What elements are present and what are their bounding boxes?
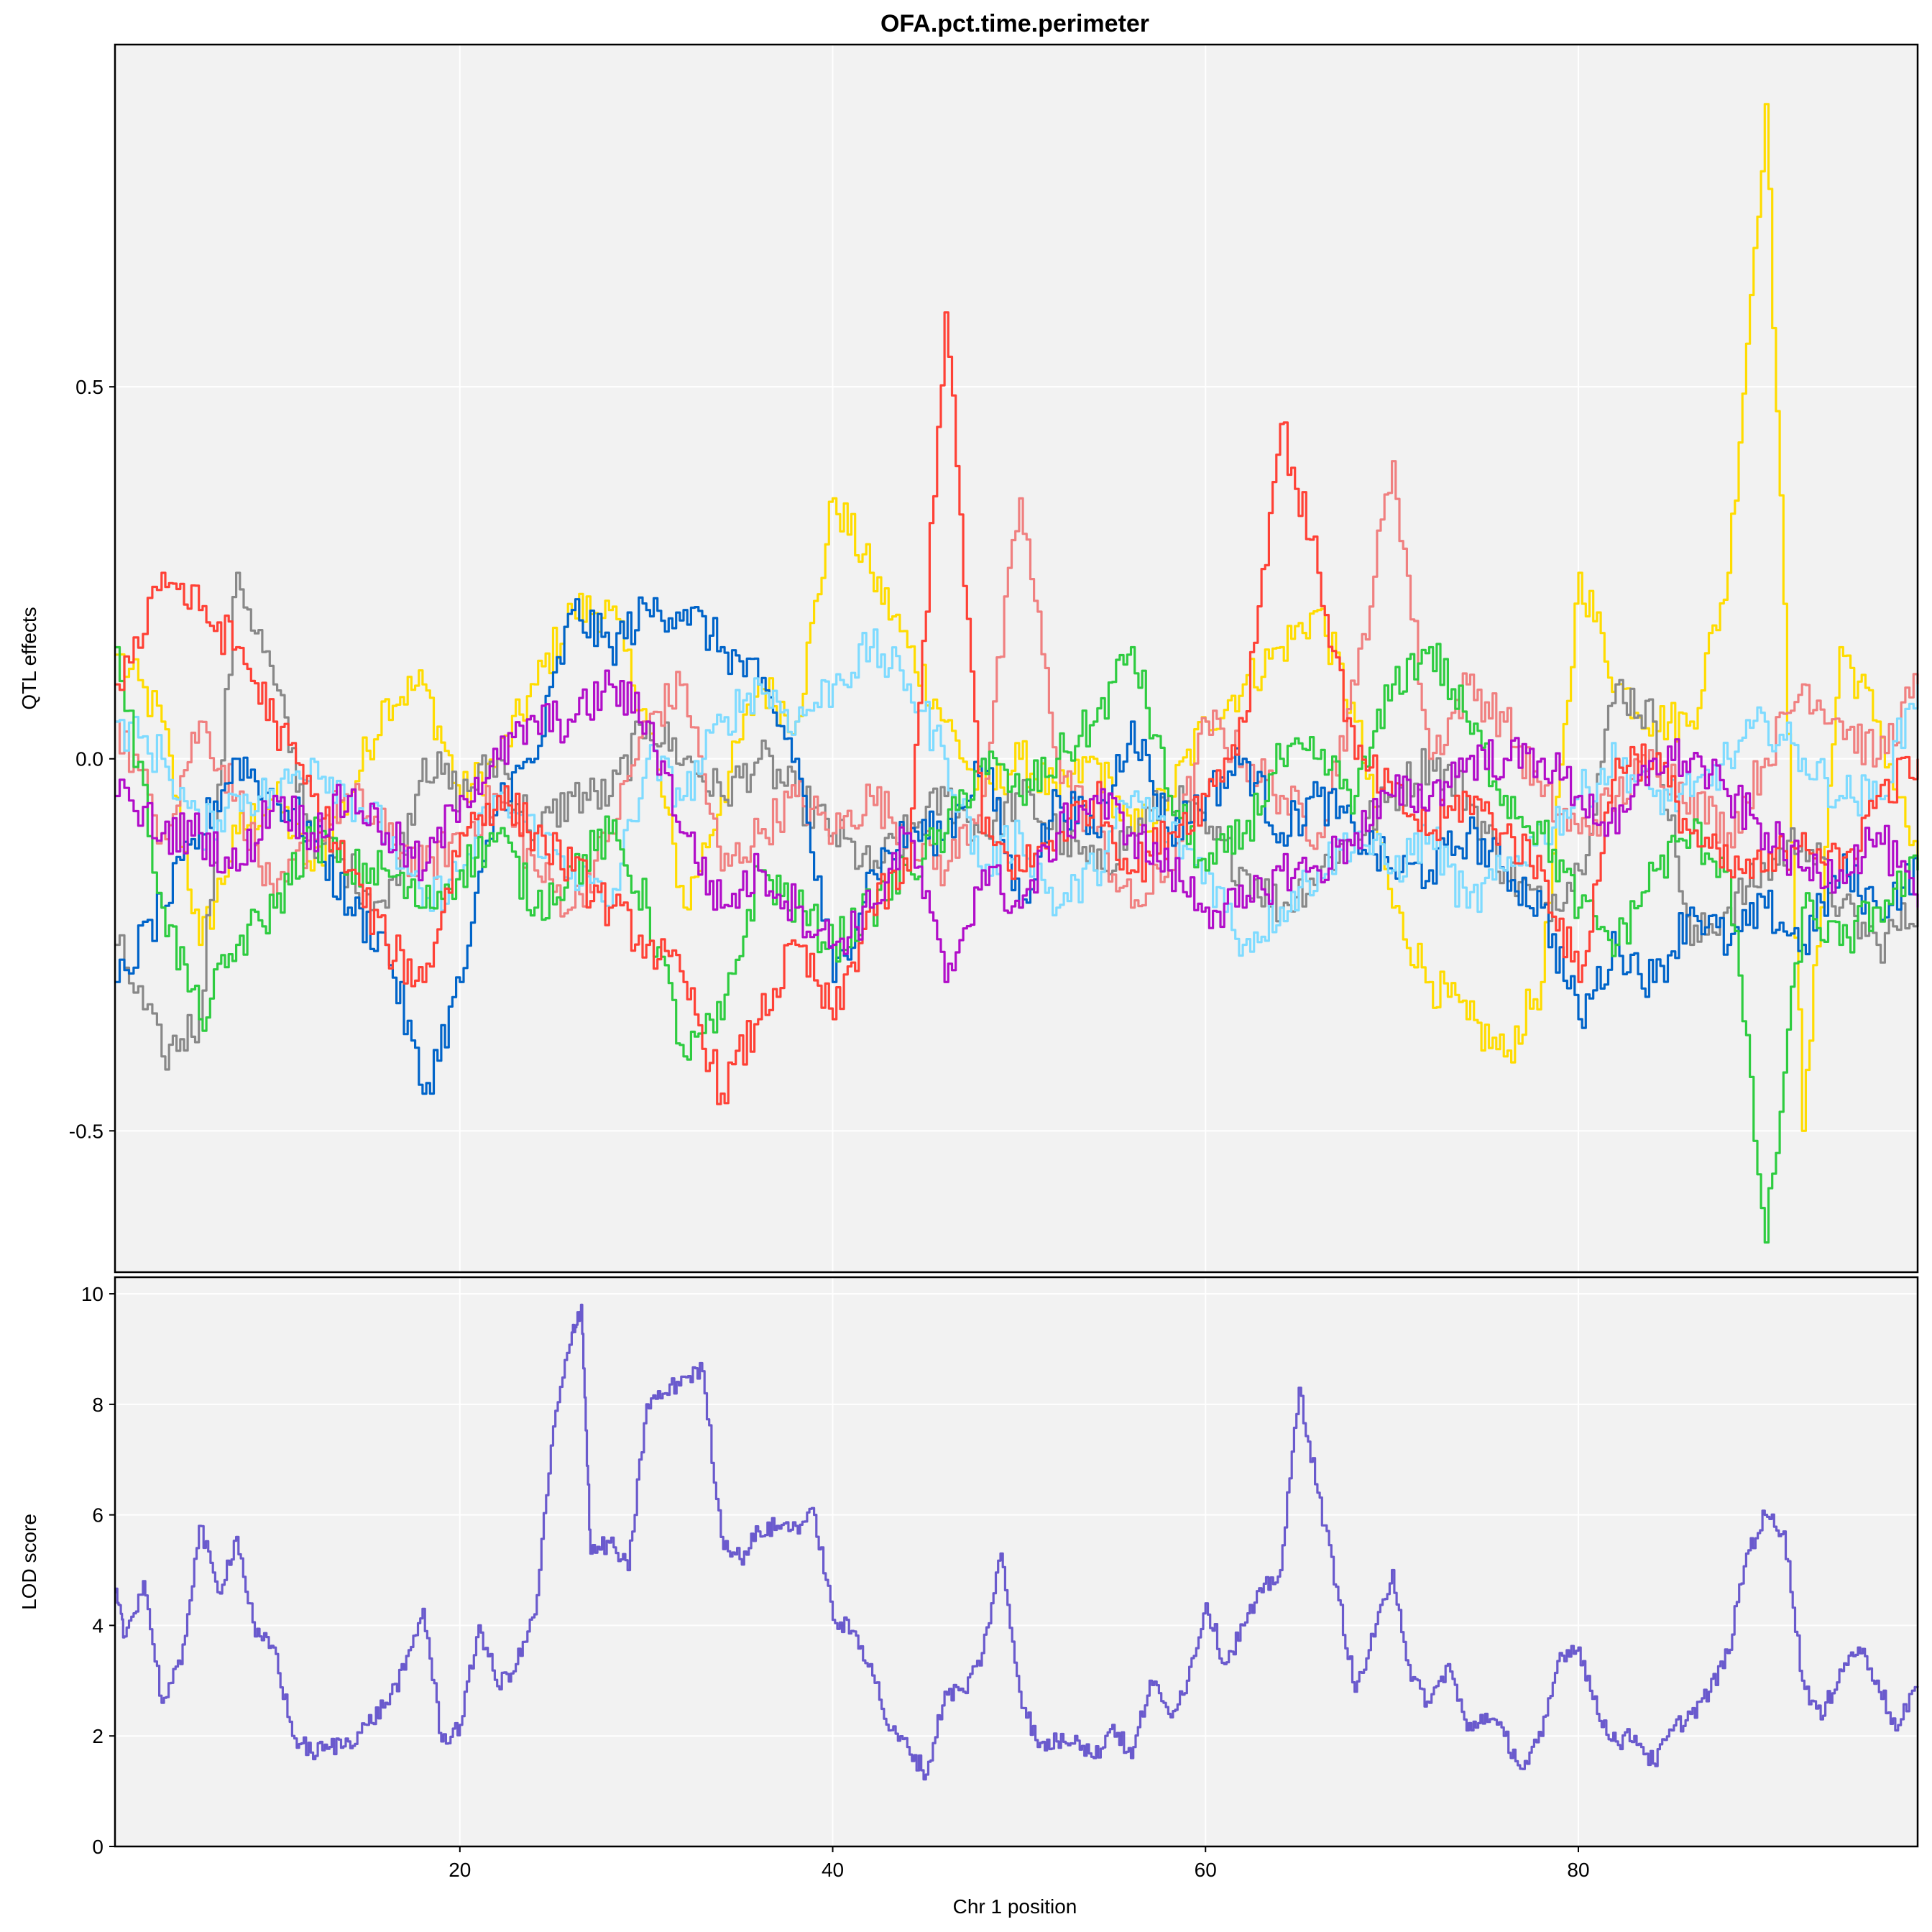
x-tick-label: 20: [448, 1859, 471, 1881]
lod-series-layer: [115, 1303, 1919, 1781]
lod-y-tick-label: 4: [92, 1614, 104, 1637]
effects-y-tick-label: 0.5: [75, 376, 104, 398]
effects-series-line-6: [115, 643, 1919, 1244]
lod-y-tick-label: 8: [92, 1394, 104, 1416]
effects-y-tick-label: 0.0: [75, 748, 104, 770]
lod-y-tick-label: 0: [92, 1836, 104, 1858]
lod-y-tick-label: 2: [92, 1725, 104, 1747]
effects-panel: -0.5 0.0 0.5 QTL effects: [18, 43, 1919, 1274]
lod-y-axis-label: LOD score: [18, 1514, 40, 1610]
effects-y-tick-label: -0.5: [69, 1120, 104, 1142]
effects-y-axis-label: QTL effects: [18, 607, 40, 709]
lod-panel: 0 2 4 6 8 10 20 40 60 80 LOD score Chr 1 positio…: [18, 1276, 1919, 1918]
x-tick-label: 40: [822, 1859, 844, 1881]
effects-series-layer: [115, 103, 1919, 1244]
x-tick-label: 80: [1567, 1859, 1589, 1881]
effects-series-line-7: [115, 311, 1919, 1105]
effects-series-line-8: [115, 669, 1919, 983]
effects-series-line-3: [115, 460, 1919, 918]
effects-plot-frame: [114, 43, 1919, 1274]
effects-plot-area: [115, 45, 1918, 1272]
lod-series-line-1: [115, 1303, 1919, 1781]
effects-y-ticks: -0.5 0.0 0.5: [69, 376, 115, 1142]
lod-y-tick-label: 10: [81, 1283, 104, 1305]
x-tick-label: 60: [1195, 1859, 1217, 1881]
lod-plot-area: [115, 1277, 1918, 1846]
x-axis-ticks: 20 40 60 80: [448, 1846, 1590, 1881]
x-axis-label: Chr 1 position: [953, 1895, 1077, 1918]
lod-y-tick-label: 6: [92, 1504, 104, 1527]
lod-y-ticks: 0 2 4 6 8 10: [81, 1283, 115, 1858]
chart-title: OFA.pct.time.perimeter: [880, 10, 1149, 37]
lod-plot-frame: [114, 1276, 1919, 1848]
